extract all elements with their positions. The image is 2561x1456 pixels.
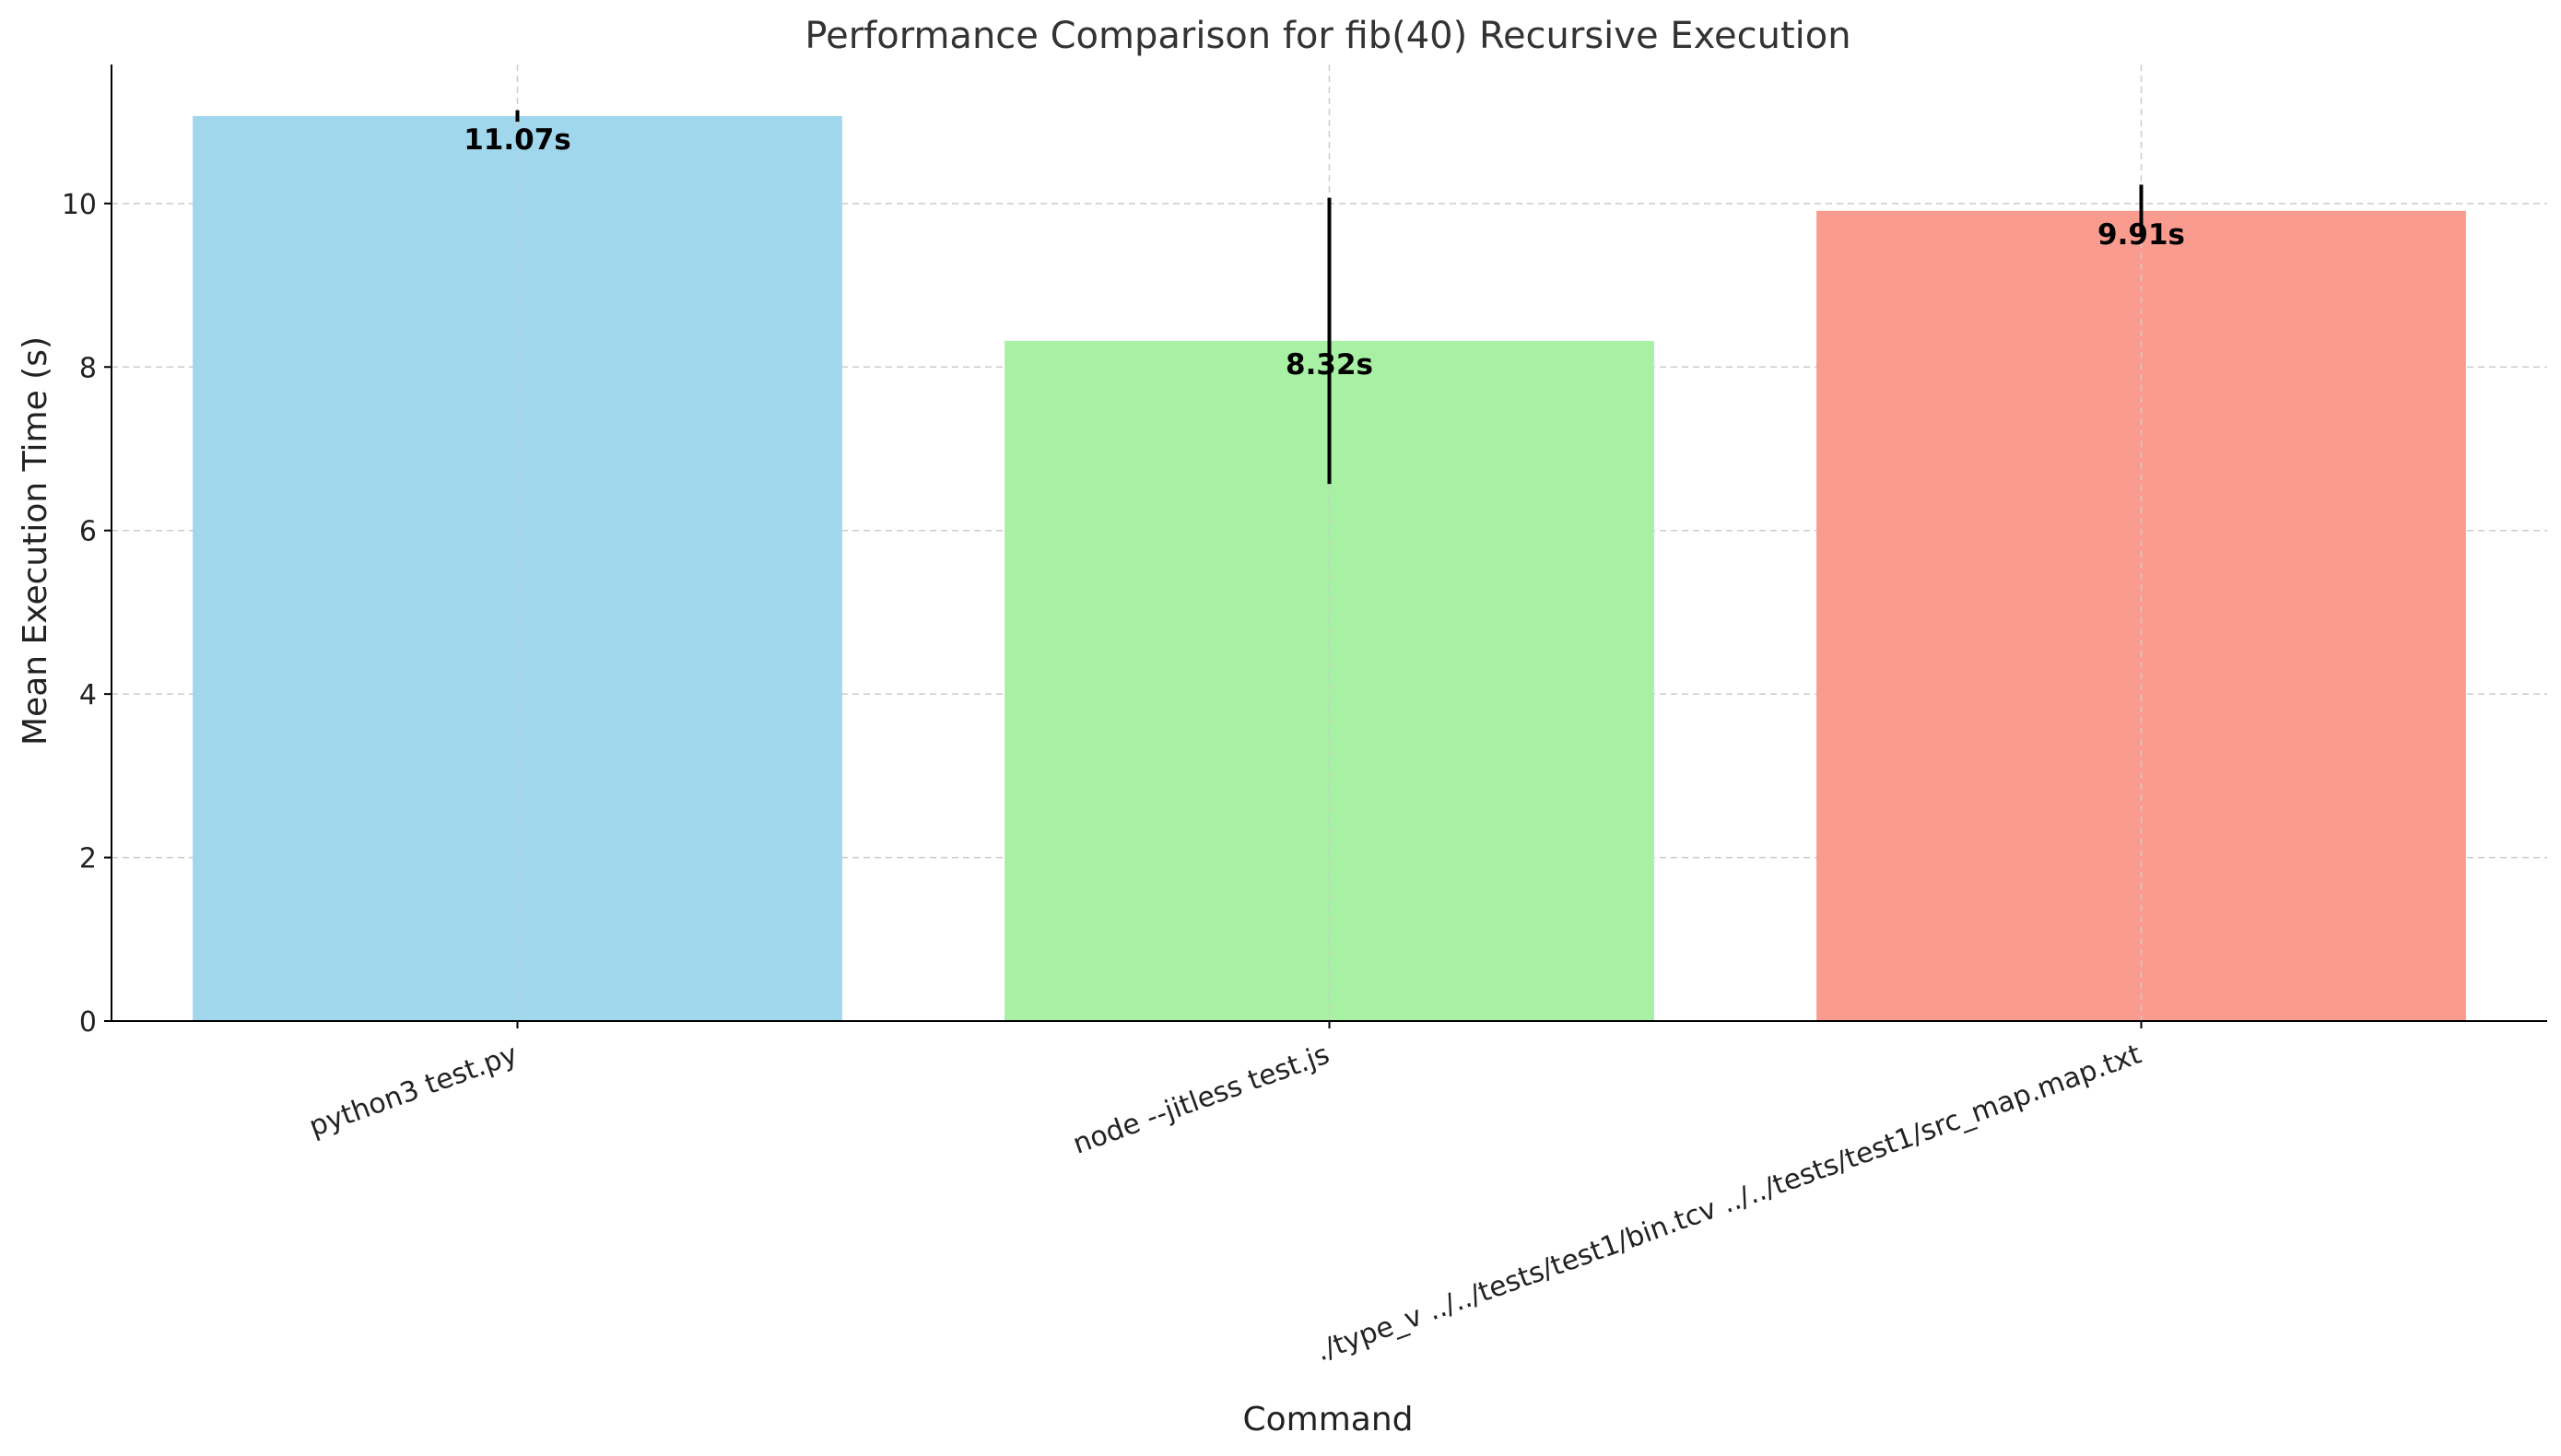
data-label: 8.32s	[1286, 348, 1373, 382]
error-bars-layer	[515, 110, 2144, 485]
data-label: 9.91s	[2097, 218, 2185, 252]
y-tick-label: 0	[79, 1006, 97, 1039]
y-tick-label: 8	[79, 352, 97, 384]
y-tick-label: 10	[62, 189, 97, 221]
x-axis-label: Command	[1242, 1401, 1413, 1438]
x-tick-label: ./type_v ../../tests/test1/bin.tcv ../..…	[1312, 1039, 2146, 1368]
y-tick-label: 4	[79, 679, 97, 711]
data-labels-layer: 11.07s 8.32s 9.91s	[464, 123, 2185, 382]
y-axis-label: Mean Execution Time (s)	[17, 336, 54, 746]
data-label: 11.07s	[464, 123, 571, 157]
x-tick-label: python3 test.py	[305, 1039, 522, 1144]
x-tick-label: node --jitless test.js	[1069, 1039, 1333, 1161]
chart-title: Performance Comparison for fib(40) Recur…	[805, 15, 1850, 57]
y-tick-label: 6	[79, 516, 97, 548]
y-tick-label: 2	[79, 843, 97, 875]
